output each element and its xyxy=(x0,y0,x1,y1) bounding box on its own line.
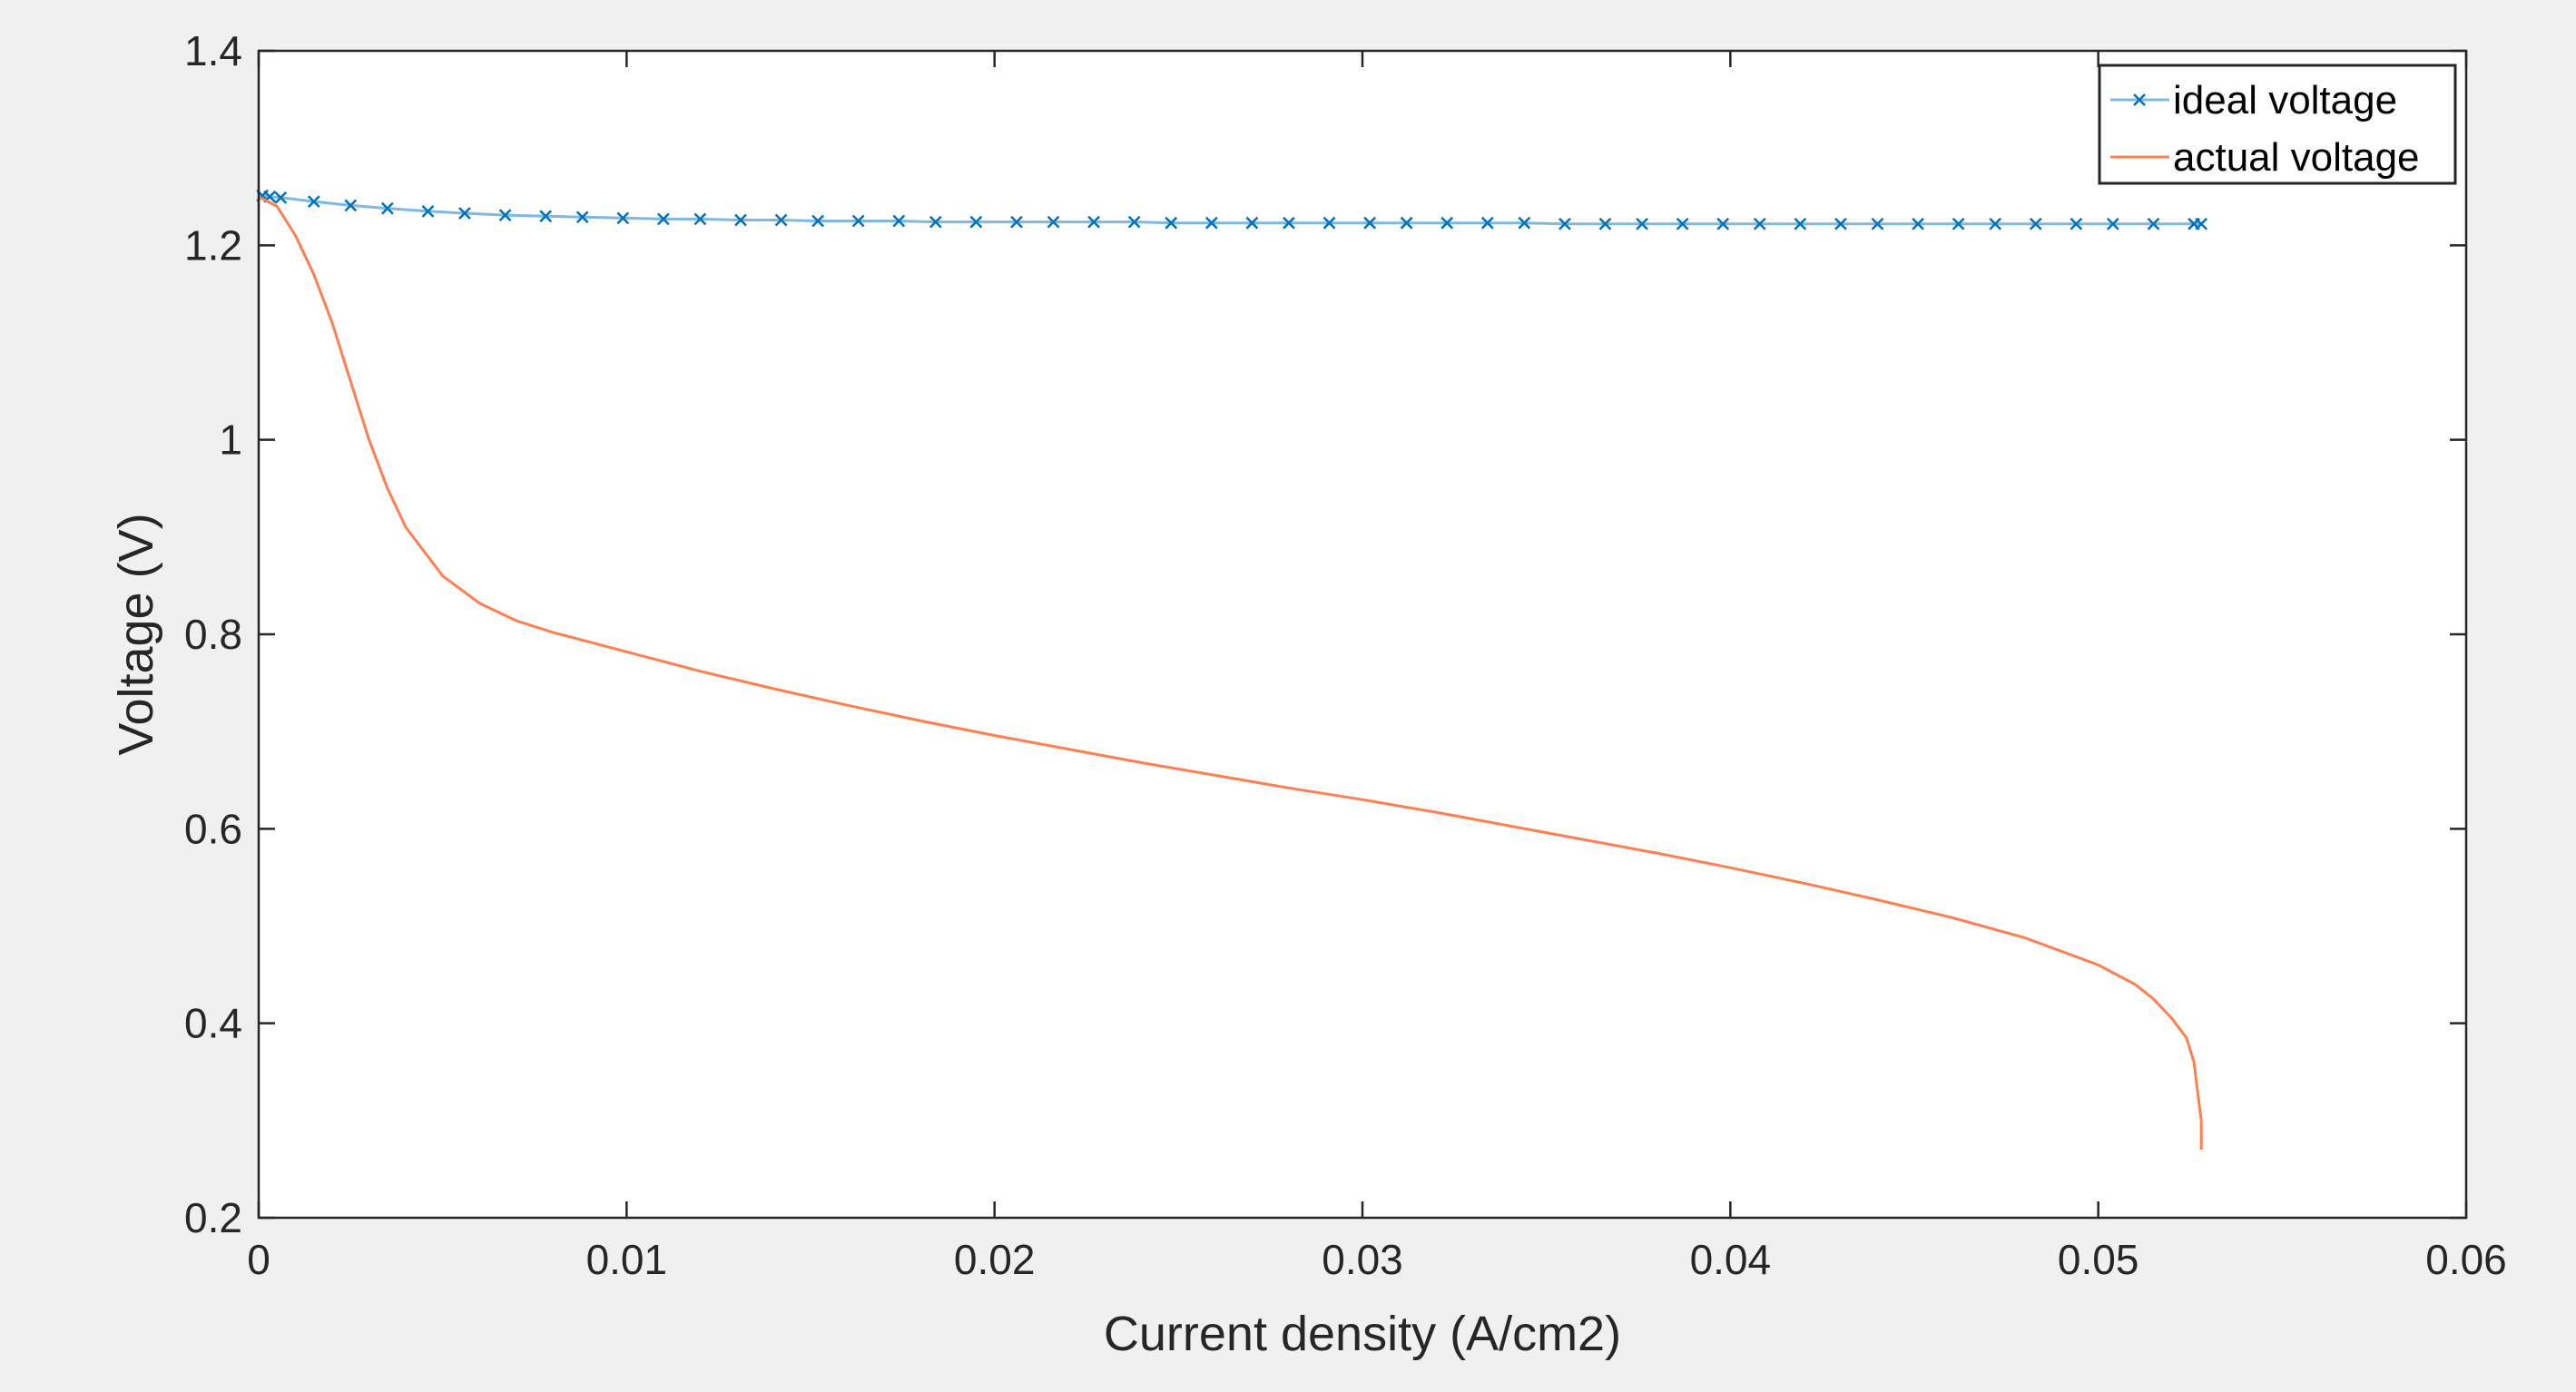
y-tick-label: 1 xyxy=(219,417,242,464)
data-point-marker xyxy=(1716,217,1730,230)
x-axis-title: Current density (A/cm2) xyxy=(1104,1307,1621,1361)
data-point-marker xyxy=(1047,215,1060,229)
legend-entries: ideal voltage actual voltage xyxy=(2110,78,2420,180)
data-point-marker xyxy=(2029,217,2042,230)
data-point-marker xyxy=(1912,217,1924,230)
x-tick-label: 0.01 xyxy=(586,1236,668,1283)
data-point-marker xyxy=(539,210,553,223)
data-point-marker xyxy=(2147,217,2160,230)
x-tick-label: 0.04 xyxy=(1690,1236,1772,1283)
data-point-marker xyxy=(274,191,288,204)
y-tick-label: 0.4 xyxy=(184,1000,242,1047)
data-point-marker xyxy=(1010,215,1023,229)
data-point-marker xyxy=(969,215,983,229)
data-point-marker xyxy=(1480,216,1494,230)
data-point-marker xyxy=(929,215,942,229)
y-tick-label: 1.2 xyxy=(184,221,242,269)
data-point-marker xyxy=(1440,216,1454,230)
data-point-marker xyxy=(1834,217,1847,230)
data-point-marker xyxy=(498,209,512,221)
legend: ideal voltage actual voltage xyxy=(2098,64,2457,185)
legend-label: actual voltage xyxy=(2173,135,2420,180)
data-point-marker xyxy=(2195,217,2208,230)
x-tick-label: 0.02 xyxy=(954,1236,1036,1283)
x-tick-label: 0 xyxy=(247,1236,270,1283)
data-point-marker xyxy=(1794,217,1807,230)
tick-label-layer: 0 0.01 0.02 0.03 0.04 0.05 0.06 0.2 0.4 0.6 0.8 1 1.… xyxy=(184,27,2507,1283)
data-point-marker xyxy=(575,211,589,224)
data-point-marker xyxy=(734,213,747,227)
series-layer xyxy=(256,189,2208,1150)
data-point-marker xyxy=(380,201,394,215)
data-point-marker xyxy=(421,204,435,218)
plot-area xyxy=(259,51,2466,1218)
x-tick-label: 0.06 xyxy=(2425,1236,2507,1283)
data-point-marker xyxy=(1753,217,1766,230)
data-point-marker xyxy=(307,195,320,208)
series-actual-voltage xyxy=(258,195,2203,1150)
data-point-marker xyxy=(1087,215,1100,229)
data-point-marker xyxy=(344,199,358,212)
y-tick-label: 1.4 xyxy=(184,27,242,74)
data-point-marker xyxy=(1676,217,1689,230)
data-point-marker xyxy=(693,212,707,226)
data-point-marker xyxy=(1952,217,1965,230)
x-tick-label: 0.05 xyxy=(2058,1236,2139,1283)
data-point-marker xyxy=(2106,217,2119,230)
series-ideal-voltage xyxy=(256,189,2208,230)
data-point-marker xyxy=(774,213,788,227)
y-tick-label: 0.2 xyxy=(184,1194,242,1241)
legend-marker-sample xyxy=(2133,93,2146,106)
y-axis-title: Voltage (V) xyxy=(109,513,163,755)
data-point-marker xyxy=(811,214,824,228)
data-point-marker xyxy=(1127,215,1141,229)
axes-layer xyxy=(257,49,2468,1220)
data-point-marker xyxy=(1518,216,1531,230)
data-point-marker xyxy=(656,212,670,226)
legend-entry-ideal-voltage: ideal voltage xyxy=(2110,78,2397,123)
data-point-marker xyxy=(1636,217,1648,230)
data-point-marker xyxy=(1363,216,1376,230)
data-point-marker xyxy=(2070,217,2083,230)
y-tick-label: 0.6 xyxy=(184,805,242,852)
data-point-marker xyxy=(1558,217,1571,230)
data-point-marker xyxy=(1165,216,1178,230)
data-point-marker xyxy=(1204,216,1218,230)
data-point-marker xyxy=(1598,217,1612,230)
data-point-marker xyxy=(616,211,630,225)
data-point-marker xyxy=(1989,217,2002,230)
legend-box xyxy=(2098,64,2457,185)
data-point-marker xyxy=(892,214,906,228)
data-point-marker xyxy=(851,214,865,228)
legend-label: ideal voltage xyxy=(2173,78,2397,123)
data-point-marker xyxy=(458,207,471,220)
series-line xyxy=(258,195,2203,1150)
data-point-marker xyxy=(1322,216,1336,230)
y-tick-label: 0.8 xyxy=(184,611,242,658)
data-point-marker xyxy=(1400,216,1413,230)
legend-entry-actual-voltage: actual voltage xyxy=(2110,135,2420,180)
x-tick-label: 0.03 xyxy=(1322,1236,1403,1283)
data-point-marker xyxy=(1283,216,1295,230)
data-point-marker xyxy=(1245,216,1259,230)
data-point-marker xyxy=(1871,217,1884,230)
